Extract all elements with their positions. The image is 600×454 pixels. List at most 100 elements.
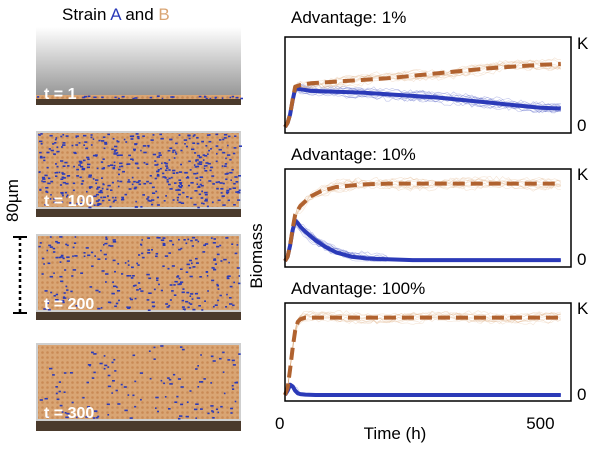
strain-a-cell (50, 180, 54, 183)
strain-a-cell (67, 165, 70, 167)
strain-a-cell (120, 383, 123, 386)
strain-a-cell (146, 198, 149, 200)
strain-a-cell (94, 154, 98, 156)
strain-a-cell (212, 183, 215, 185)
strain-a-cell (225, 157, 227, 160)
strain-a-cell (207, 412, 210, 415)
strain-a-cell (71, 275, 74, 277)
x-tick-label: 0 (275, 414, 284, 433)
strain-a-cell (48, 177, 51, 180)
strain-a-cell (116, 152, 119, 154)
strain-a-cell (47, 302, 49, 304)
strain-a-cell (96, 188, 99, 190)
strain-a-cell (91, 351, 94, 354)
strain-a-cell (136, 262, 138, 265)
strain-a-cell (112, 281, 114, 283)
strain-a-cell (52, 247, 56, 250)
strain-a-cell (213, 268, 217, 271)
strain-a-cell (142, 145, 147, 147)
strain-a-cell (86, 190, 88, 193)
strain-a-cell (107, 165, 110, 167)
simulation-trace-strain-a (284, 87, 561, 128)
simulation-trace-strain-b (284, 61, 561, 128)
strain-a-cell (46, 166, 49, 169)
strain-a-cell (130, 138, 134, 140)
strain-a-cell (173, 284, 176, 286)
strain-a-cell (178, 189, 181, 191)
strain-a-cell (82, 159, 86, 162)
strain-a-cell (164, 396, 167, 398)
strain-a-cell (201, 309, 204, 311)
strain-a-cell (162, 242, 166, 245)
strain-a-cell (55, 256, 59, 259)
strain-a-cell (169, 299, 172, 301)
strain-a-cell (229, 285, 233, 288)
strain-a-cell (178, 417, 181, 420)
strain-a-cell (176, 196, 179, 199)
strain-a-cell (168, 408, 171, 410)
strain-a-cell (226, 154, 231, 156)
strain-a-cell (220, 192, 223, 194)
strain-a-cell (134, 405, 137, 408)
strain-a-cell (70, 290, 73, 293)
heading-prefix: Strain (62, 5, 110, 24)
strain-a-cell (116, 286, 118, 288)
strain-a-cell (111, 392, 113, 394)
strain-a-cell (153, 305, 155, 308)
strain-a-cell (215, 181, 218, 184)
strain-a-cell (148, 200, 152, 202)
strain-a-cell (64, 191, 67, 194)
strain-a-cell (90, 144, 93, 146)
strain-a-cell (74, 255, 78, 257)
strain-a-cell (101, 140, 105, 142)
strain-a-cell (62, 165, 66, 167)
strain-a-cell (166, 167, 169, 169)
strain-a-cell (111, 292, 115, 295)
simulation-trace-strain-a (284, 221, 561, 262)
strain-a-cell (166, 179, 169, 181)
strain-a-cell (158, 154, 162, 156)
strain-a-cell (234, 400, 237, 403)
strain-a-cell (100, 307, 103, 309)
strain-a-cell (179, 346, 183, 348)
simulation-trace-strain-b (284, 312, 561, 396)
strain-a-cell (240, 97, 243, 100)
strain-a-cell (178, 134, 181, 136)
snapshot-panel-2: t = 100 (36, 131, 242, 217)
strain-a-cell (164, 177, 167, 179)
strain-a-cell (105, 236, 108, 239)
strain-a-cell (130, 277, 134, 279)
simulation-trace-strain-a (284, 223, 561, 262)
simulation-trace-strain-b (284, 311, 561, 396)
strain-a-cell (176, 276, 179, 278)
strain-a-cell (228, 188, 232, 190)
strain-a-cell (107, 195, 109, 197)
strain-a-cell (191, 262, 193, 265)
strain-a-cell (84, 141, 88, 143)
strain-a-cell (222, 182, 225, 185)
strain-a-cell (38, 140, 43, 143)
strain-a-cell (180, 268, 183, 270)
strain-a-cell (172, 169, 176, 172)
strain-a-cell (180, 202, 185, 204)
strain-a-cell (58, 390, 61, 393)
strain-a-cell (222, 138, 225, 141)
strain-a-cell (39, 189, 42, 191)
strain-a-cell (168, 378, 172, 381)
strain-a-cell (238, 145, 242, 147)
strain-a-cell (87, 254, 91, 257)
strain-a-cell (202, 251, 206, 253)
strain-a-cell (218, 139, 222, 141)
strain-a-cell (182, 288, 185, 290)
strain-a-cell (180, 185, 183, 187)
strain-a-cell (180, 149, 183, 152)
strain-a-cell (210, 355, 214, 358)
strain-a-cell (37, 96, 40, 98)
strain-a-cell (61, 299, 65, 302)
strain-a-cell (196, 142, 200, 145)
strain-a-cell (224, 165, 227, 167)
strain-a-cell (186, 263, 190, 266)
strain-a-cell (98, 139, 101, 142)
strain-a-cell (104, 242, 108, 245)
strain-a-cell (220, 405, 223, 408)
